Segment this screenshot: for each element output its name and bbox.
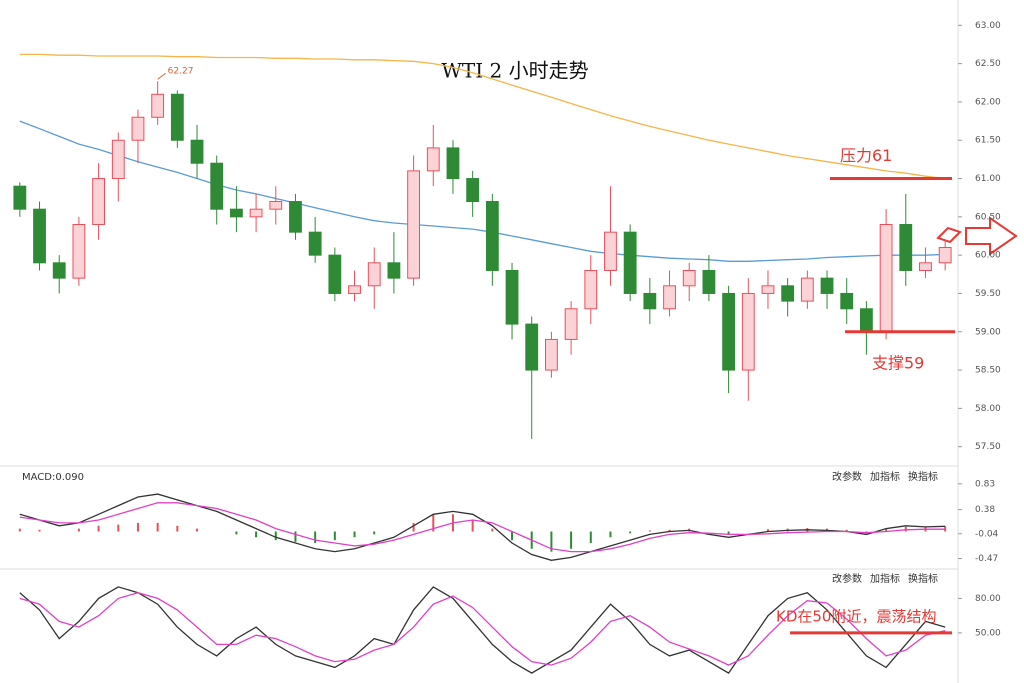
toolbar-button[interactable]: 换指标	[908, 470, 938, 483]
candle-body	[230, 208, 243, 218]
candle-body	[92, 178, 105, 226]
y-tick-label: 61.00	[975, 174, 1001, 184]
candle-body	[800, 277, 814, 302]
y-tick-label: 61.50	[975, 136, 1001, 146]
candle-body	[840, 292, 854, 310]
candle-body	[781, 285, 795, 302]
candle-body	[545, 338, 558, 371]
candle-body	[111, 139, 125, 180]
candle-body	[663, 285, 676, 310]
indicator-line	[19, 592, 946, 666]
y-tick-label: 59.50	[975, 289, 1001, 299]
candle-body	[643, 292, 657, 310]
y-tick-label: 0.83	[975, 479, 995, 489]
candle-body	[584, 269, 598, 310]
toolbar-button[interactable]: 加指标	[870, 470, 900, 483]
y-tick-label: 63.00	[975, 21, 1001, 31]
candle-body	[210, 162, 224, 210]
candle-body	[190, 139, 204, 164]
candle-body	[387, 262, 401, 279]
candle-body	[131, 116, 145, 141]
support-label: 支撑59	[872, 353, 924, 372]
arrow-icon	[965, 216, 1018, 256]
candle-body	[879, 224, 893, 333]
kd-level-label: KD在50附近，震荡结构	[776, 607, 936, 625]
indicator-line	[19, 502, 946, 553]
y-tick-label: 62.00	[975, 97, 1001, 107]
candle-body	[702, 269, 716, 294]
candle-body	[348, 285, 361, 294]
candle-body	[170, 93, 184, 141]
candle-body	[446, 147, 460, 180]
candle-body	[308, 231, 322, 256]
y-tick-label: -0.04	[975, 529, 999, 539]
candle-body	[151, 93, 165, 118]
indicator-line	[19, 493, 946, 561]
candle-body	[820, 277, 834, 294]
candle-body	[485, 201, 499, 271]
candle-body	[761, 285, 775, 294]
macd-label: MACD:0.090	[22, 472, 84, 483]
candle-body	[407, 170, 420, 279]
candle-body	[505, 269, 519, 325]
resistance-label: 压力61	[840, 146, 892, 165]
candle-body	[604, 231, 617, 271]
candle-body	[249, 208, 263, 218]
indicator-line	[19, 586, 946, 674]
y-tick-label: 0.38	[975, 505, 995, 515]
indicator-line	[19, 53, 946, 180]
y-tick-label: 57.50	[975, 442, 1001, 452]
y-tick-label: 58.00	[975, 404, 1001, 414]
candle-body	[525, 323, 539, 371]
candle-body	[899, 224, 913, 271]
candle-body	[367, 262, 381, 287]
candle-body	[33, 208, 46, 264]
candle-body	[269, 201, 283, 210]
y-tick-label: 60.50	[975, 212, 1001, 222]
candle-body	[938, 246, 952, 264]
candle-body	[564, 308, 578, 340]
candle-body	[623, 231, 637, 294]
toolbar-button[interactable]: 改参数	[832, 572, 862, 585]
toolbar-button[interactable]: 换指标	[908, 572, 938, 585]
y-tick-label: 59.00	[975, 327, 1001, 337]
candle-body	[72, 224, 86, 279]
candle-body	[13, 185, 27, 210]
y-tick-label: 50.00	[975, 628, 1001, 638]
y-tick-label: 80.00	[975, 594, 1001, 604]
candle-body	[466, 178, 480, 203]
y-tick-label: 58.50	[975, 366, 1001, 376]
candle-body	[52, 262, 66, 279]
arrow-icon	[936, 226, 962, 244]
candle-body	[682, 269, 696, 287]
peak-label: 62.27	[168, 67, 194, 77]
candle-body	[722, 292, 735, 371]
indicator-line	[19, 120, 946, 262]
y-tick-label: 62.50	[975, 59, 1001, 69]
candle-body	[328, 254, 342, 294]
candle-body	[919, 262, 932, 271]
toolbar-button[interactable]: 加指标	[870, 572, 900, 585]
candle-body	[860, 308, 873, 333]
peak-pointer	[157, 72, 166, 80]
candle-body	[741, 292, 755, 371]
y-tick-label: 60.00	[975, 251, 1001, 261]
y-tick-label: -0.47	[975, 554, 998, 564]
candle-body	[289, 201, 302, 233]
candle-body	[426, 147, 440, 172]
toolbar-button[interactable]: 改参数	[832, 470, 862, 483]
